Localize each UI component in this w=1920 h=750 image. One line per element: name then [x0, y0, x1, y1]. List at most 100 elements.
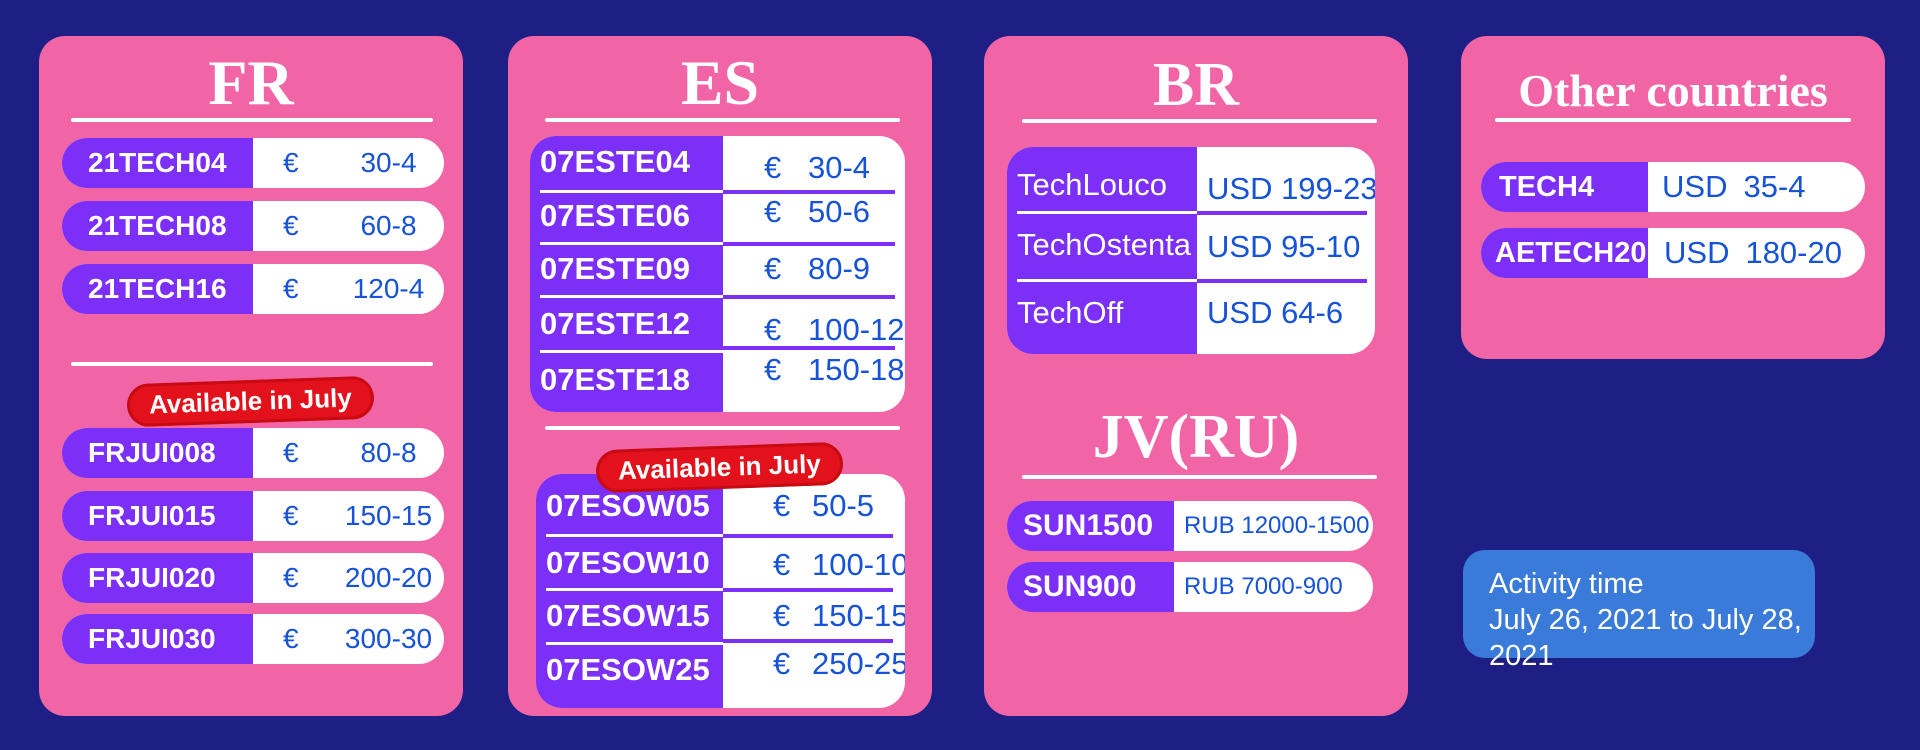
currency-symbol: €	[773, 488, 791, 523]
code-amount: 30-4	[360, 147, 417, 178]
code-label: SUN900	[1007, 562, 1174, 612]
code-pill: SUN1500 RUB 12000-1500	[1007, 501, 1373, 551]
code-amount: 100-12	[808, 312, 905, 347]
code-label: 07ESOW10	[546, 545, 710, 580]
es-card: ES 07ESTE04 € 30-4 07ESTE06 € 50-6 07EST…	[508, 36, 932, 716]
code-label: FRJUI015	[62, 491, 253, 541]
code-amount: 180-20	[1745, 235, 1842, 270]
currency-symbol: €	[764, 251, 782, 286]
fr-title: FR	[208, 47, 294, 118]
currency-code: USD	[1662, 169, 1728, 204]
code-pill: 21TECH04 €30-4	[62, 138, 444, 188]
currency-symbol: €	[283, 562, 299, 593]
row-divider	[1197, 211, 1367, 215]
row-divider	[546, 642, 723, 645]
code-label: 07ESOW25	[546, 652, 710, 687]
currency-symbol: €	[764, 150, 782, 185]
currency-code: USD	[1664, 235, 1730, 270]
table-row: 07ESOW15 € 150-15	[536, 592, 905, 642]
es-july-table: 07ESOW05 € 50-5 07ESOW10 € 100-10 07ESOW…	[536, 474, 905, 708]
code-label: 07ESTE04	[540, 144, 690, 179]
code-label: 07ESTE18	[540, 362, 690, 397]
code-pill: SUN900 RUB 7000-900	[1007, 562, 1373, 612]
other-countries-title: Other countries	[1518, 65, 1828, 116]
currency-symbol: €	[283, 273, 299, 304]
code-value: USD 199-23	[1207, 171, 1375, 206]
table-row: 07ESTE18 € 150-18	[530, 352, 905, 412]
code-amount: 80-8	[360, 437, 417, 468]
code-pill: TECH4 USD 35-4	[1481, 162, 1865, 212]
br-card: BR TechLouco USD 199-23 TechOstenta USD …	[984, 36, 1408, 716]
code-amount: 200-20	[344, 562, 433, 593]
row-divider	[723, 588, 893, 592]
code-pill: AETECH20 USD 180-20	[1481, 228, 1865, 278]
code-label: FRJUI030	[62, 614, 253, 664]
br-title: BR	[1152, 51, 1240, 119]
row-divider	[540, 350, 723, 353]
fr-title-rule	[71, 118, 433, 122]
row-divider	[540, 295, 723, 298]
code-label: 07ESTE06	[540, 198, 690, 233]
code-label: 21TECH04	[62, 138, 253, 188]
currency-symbol: €	[283, 500, 299, 531]
fr-card: FR 21TECH04 €30-4 21TECH08 €60-8 21TECH1…	[39, 36, 463, 716]
row-divider	[723, 346, 895, 350]
row-divider	[540, 242, 723, 245]
code-amount: 30-4	[808, 150, 871, 185]
row-divider	[723, 295, 895, 299]
es-title-rule	[545, 118, 900, 122]
es-title: ES	[680, 47, 760, 118]
code-amount: 100-10	[812, 547, 905, 582]
code-pill: FRJUI020 €200-20	[62, 553, 444, 603]
row-divider	[540, 190, 723, 193]
other-countries-title-rule	[1495, 118, 1851, 122]
br-code-table: TechLouco USD 199-23 TechOstenta USD 95-…	[1007, 147, 1375, 354]
es-section-rule	[545, 426, 900, 430]
currency-symbol: €	[773, 547, 791, 582]
br-code-column	[1007, 147, 1197, 354]
activity-time-box: Activity time July 26, 2021 to July 28, …	[1463, 550, 1815, 672]
table-row: 07ESTE06 € 50-6	[530, 192, 905, 242]
row-divider	[723, 639, 893, 643]
code-amount: 150-18	[808, 352, 905, 387]
currency-symbol: €	[283, 623, 299, 654]
code-amount: 150-15	[812, 598, 905, 633]
code-label: 21TECH08	[62, 201, 253, 251]
code-pill: 21TECH08 €60-8	[62, 201, 444, 251]
currency-symbol: €	[764, 352, 782, 387]
code-label: 07ESOW15	[546, 598, 710, 633]
code-amount: 35-4	[1743, 169, 1806, 204]
table-row: 07ESOW10 € 100-10	[536, 537, 905, 587]
code-amount: 60-8	[360, 210, 417, 241]
code-label: AETECH20	[1481, 228, 1648, 278]
code-amount: 300-30	[344, 623, 433, 654]
currency-symbol: €	[773, 598, 791, 633]
available-in-july-badge: Available in July	[126, 375, 375, 428]
activity-time-dates: July 26, 2021 to July 28, 2021	[1489, 604, 1802, 672]
table-row: 07ESOW25 € 250-25	[536, 644, 905, 704]
row-divider	[723, 242, 895, 246]
row-divider	[546, 534, 723, 537]
code-pill: 21TECH16 €120-4	[62, 264, 444, 314]
code-label: SUN1500	[1007, 501, 1174, 551]
code-label: FRJUI020	[62, 553, 253, 603]
code-label: 07ESOW05	[546, 488, 710, 523]
code-label: FRJUI008	[62, 428, 253, 478]
table-row: 07ESTE09 € 80-9	[530, 246, 905, 296]
table-row: TechOff USD 64-6	[1007, 283, 1375, 353]
available-in-july-badge: Available in July	[595, 441, 844, 494]
currency-symbol: €	[764, 194, 782, 229]
currency-symbol: €	[283, 437, 299, 468]
ru-title: JV(RU)	[1092, 403, 1300, 471]
row-divider	[723, 534, 893, 538]
code-label: 21TECH16	[62, 264, 253, 314]
code-amount: 150-15	[344, 500, 433, 531]
activity-time-label: Activity time	[1489, 568, 1644, 600]
fr-section-rule	[71, 362, 433, 366]
ru-title-rule	[1022, 475, 1377, 479]
code-value: USD 64-6	[1207, 295, 1344, 330]
table-row: TechLouco USD 199-23	[1007, 147, 1375, 211]
row-divider	[1017, 279, 1197, 282]
code-label: TechOff	[1017, 295, 1124, 330]
table-row: 07ESTE04 € 30-4	[530, 136, 905, 188]
